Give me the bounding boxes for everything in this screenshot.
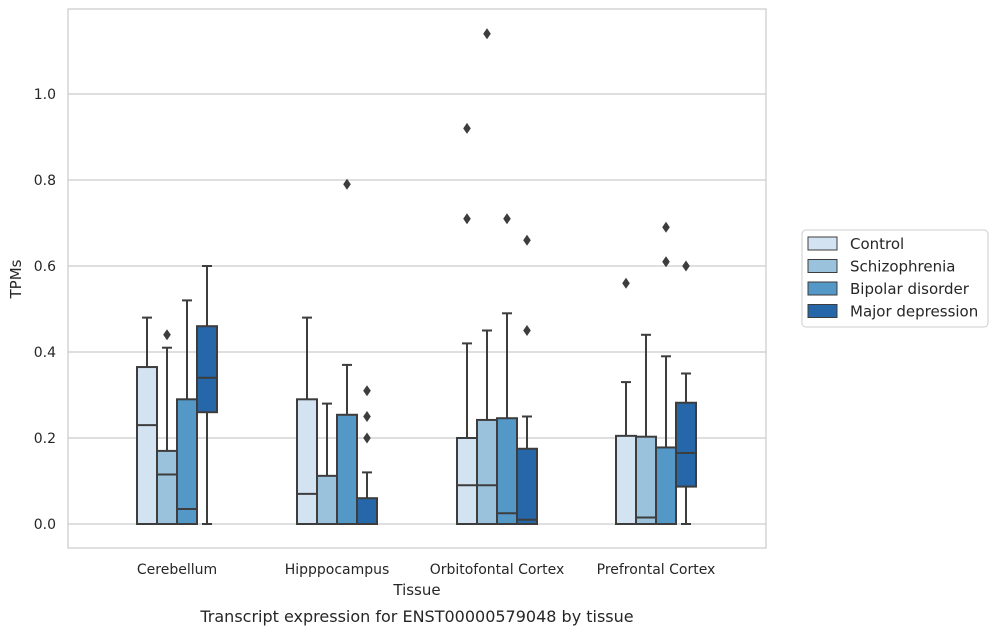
outlier-point xyxy=(463,122,471,134)
plot-boxes xyxy=(136,28,697,526)
outlier-point xyxy=(622,277,630,289)
figure-caption: Transcript expression for ENST0000057904… xyxy=(199,607,633,626)
outlier-point xyxy=(662,256,670,268)
box-body xyxy=(356,497,378,526)
outlier-point xyxy=(523,234,531,246)
outlier-point xyxy=(503,213,511,225)
legend: Control Schizophrenia Bipolar disorder Majo… xyxy=(801,229,989,328)
box-control xyxy=(136,316,158,525)
box-body xyxy=(655,446,677,525)
box-body xyxy=(675,401,697,488)
box-body xyxy=(496,417,518,525)
outlier-point xyxy=(463,213,471,225)
box-body xyxy=(615,434,637,526)
box-bipolar-disorder xyxy=(176,299,198,525)
y-tick-label: 0.2 xyxy=(34,431,56,447)
box-major-depression xyxy=(356,385,378,526)
legend-label: Major depression xyxy=(850,303,978,321)
x-tick-labels: Cerebellum Hipppocampus Orbitofontal Corte… xyxy=(137,562,715,578)
box-body xyxy=(156,449,178,525)
box-body xyxy=(516,447,538,525)
plot-frame xyxy=(67,8,767,549)
y-tick-label: 0.4 xyxy=(34,345,56,361)
outlier-point xyxy=(682,260,690,272)
y-axis-title: TPMs xyxy=(7,259,25,299)
box-control xyxy=(456,122,478,525)
box-body xyxy=(176,398,198,525)
outlier-point xyxy=(523,325,531,336)
box-schizophrenia xyxy=(476,28,498,525)
box-body xyxy=(476,418,498,525)
legend-swatch xyxy=(807,236,838,251)
outlier-point xyxy=(483,28,491,40)
legend-label: Bipolar disorder xyxy=(850,280,970,298)
y-tick-label: 0.6 xyxy=(34,259,56,275)
outlier-point xyxy=(363,411,371,422)
outlier-point xyxy=(363,385,371,397)
y-tick-label: 0.0 xyxy=(34,517,56,533)
box-body xyxy=(136,366,158,525)
y-tick-label: 0.8 xyxy=(34,173,56,189)
x-tick-label: Prefrontal Cortex xyxy=(597,562,716,578)
box-body xyxy=(635,435,657,525)
box-body xyxy=(336,413,358,525)
box-bipolar-disorder xyxy=(336,178,358,525)
box-bipolar-disorder xyxy=(655,221,677,525)
x-axis-title: Tissue xyxy=(392,581,440,599)
box-major-depression xyxy=(516,234,538,525)
outlier-point xyxy=(163,329,171,341)
box-bipolar-disorder xyxy=(496,213,518,525)
legend-frame xyxy=(801,229,989,328)
x-tick-label: Hipppocampus xyxy=(285,562,390,578)
legend-label: Control xyxy=(850,235,904,253)
box-body xyxy=(296,398,318,525)
box-schizophrenia xyxy=(316,402,338,525)
outlier-point xyxy=(363,432,371,444)
box-major-depression xyxy=(196,265,218,525)
box-body xyxy=(316,474,338,525)
box-schizophrenia xyxy=(156,329,178,525)
x-tick-label: Cerebellum xyxy=(137,562,217,578)
legend-swatch xyxy=(807,259,838,273)
outlier-point xyxy=(343,178,351,190)
y-tick-labels: 0.0 0.2 0.4 0.6 0.8 1.0 xyxy=(34,87,56,533)
box-schizophrenia xyxy=(635,333,657,525)
outlier-point xyxy=(662,221,670,233)
box-body xyxy=(196,325,218,414)
legend-swatch xyxy=(807,281,838,296)
legend-swatch xyxy=(807,304,838,318)
box-control xyxy=(296,316,318,525)
legend-label: Schizophrenia xyxy=(850,258,955,276)
x-tick-label: Orbitofontal Cortex xyxy=(430,562,565,578)
y-tick-label: 1.0 xyxy=(34,87,56,103)
box-major-depression xyxy=(675,260,697,525)
box-control xyxy=(615,277,637,526)
box-body xyxy=(456,437,478,525)
